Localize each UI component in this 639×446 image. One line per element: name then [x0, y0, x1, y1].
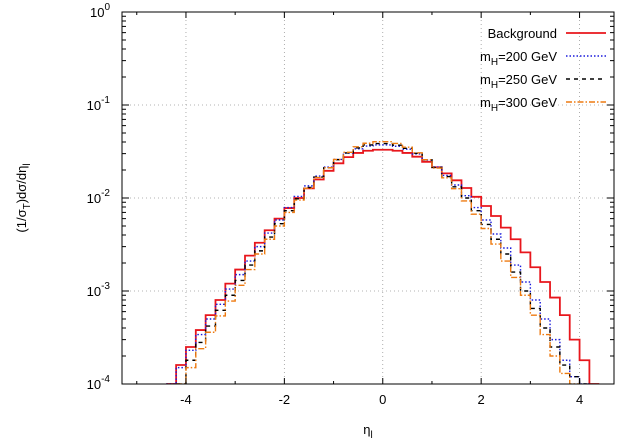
y-tick-label: 10-2	[87, 188, 111, 206]
y-tick-label: 10-3	[87, 281, 111, 299]
series-line-3	[176, 141, 580, 384]
x-axis-label: ηl	[363, 422, 372, 441]
y-tick-label: 100	[90, 2, 110, 20]
series-layer	[166, 141, 600, 384]
x-tick-label: 0	[379, 392, 386, 407]
y-tick-label: 10-4	[87, 374, 111, 392]
legend: Background mH=200 GeV mH=250 GeV mH=300 GeV	[480, 26, 606, 114]
axis-ticks	[122, 11, 614, 385]
y-tick-labels: 100 10-1 10-2 10-3 10-4	[87, 2, 111, 392]
x-tick-labels: -4 -2 0 2 4	[180, 392, 583, 407]
x-tick-label: -4	[180, 392, 192, 407]
legend-label-3: mH=300 GeV	[480, 95, 557, 114]
y-tick-label: 10-1	[87, 95, 111, 113]
legend-label-1: mH=200 GeV	[480, 49, 557, 68]
series-line-0	[166, 148, 600, 384]
legend-label-0: Background	[488, 26, 557, 41]
y-axis-label: (1/σT)dσ/dηl	[14, 163, 33, 232]
x-tick-label: -2	[279, 392, 291, 407]
legend-label-2: mH=250 GeV	[480, 72, 557, 91]
x-tick-label: 4	[576, 392, 583, 407]
x-tick-label: 2	[478, 392, 485, 407]
